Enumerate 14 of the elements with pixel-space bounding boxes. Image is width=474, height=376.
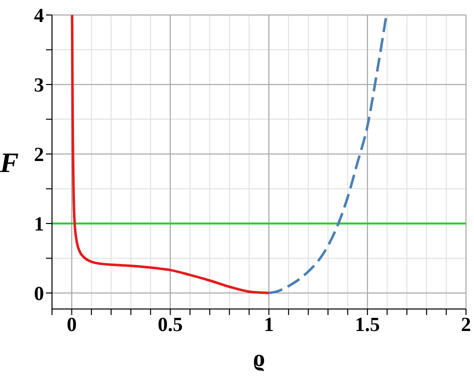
y-tick-label: 4 <box>34 5 44 28</box>
y-axis-title: F <box>0 148 19 179</box>
line-series <box>268 15 388 294</box>
y-tick-label: 1 <box>34 214 44 236</box>
line-series <box>70 15 270 294</box>
y-tick-label: 2 <box>34 144 44 166</box>
x-axis-title: ϱ <box>253 346 265 372</box>
x-tick-label: 0.5 <box>158 314 183 336</box>
y-tick-label: 0 <box>34 283 44 306</box>
x-tick-label: 0 <box>66 314 77 336</box>
x-tick-label: 1 <box>264 314 274 336</box>
x-tick-label: 1.5 <box>354 314 380 336</box>
y-tick-label: 3 <box>34 74 44 97</box>
x-tick-label: 2 <box>461 314 471 336</box>
